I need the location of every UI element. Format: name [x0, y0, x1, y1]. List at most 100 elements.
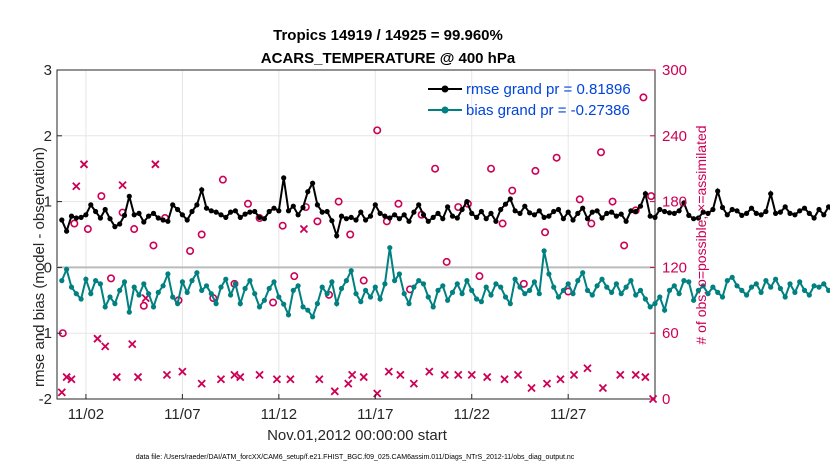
rmse-point	[498, 206, 504, 213]
y-right-tick-label: 120	[662, 259, 687, 276]
rmse-point	[358, 209, 364, 215]
bias-point	[88, 291, 94, 297]
bias-point	[228, 292, 234, 298]
bias-point	[367, 294, 374, 300]
obs-possible-marker	[346, 230, 355, 239]
rmse-point	[305, 189, 311, 195]
rmse-point	[184, 217, 190, 223]
rmse-point	[223, 214, 229, 220]
rmse-point	[502, 201, 509, 207]
obs-possible-marker	[83, 225, 92, 234]
obs-possible-marker	[130, 225, 139, 234]
rmse-point	[584, 216, 591, 222]
obs-possible-marker	[442, 257, 451, 266]
bias-point	[247, 278, 253, 284]
rmse-point	[748, 205, 755, 211]
bias-point	[584, 287, 591, 293]
bias-point	[517, 284, 523, 290]
bias-point	[719, 294, 726, 300]
bias-point	[396, 271, 402, 277]
rmse-point	[228, 209, 234, 215]
rmse-point	[797, 208, 803, 214]
bias-point	[160, 283, 166, 289]
rmse-point	[68, 213, 75, 219]
bias-point	[300, 304, 306, 310]
rmse-point	[724, 212, 730, 218]
bias-point	[821, 281, 827, 287]
bias-point	[64, 266, 70, 272]
obs-assimilated-marker	[162, 370, 172, 380]
bias-point	[773, 276, 779, 282]
bias-point	[792, 289, 798, 295]
rmse-point	[324, 208, 330, 215]
obs-assimilated-marker	[79, 160, 89, 169]
rmse-point	[425, 218, 431, 224]
obs-assimilated-marker	[128, 340, 137, 349]
bias-point	[604, 284, 610, 290]
rmse-point	[546, 213, 552, 219]
rmse-point	[64, 228, 70, 234]
obs-possible-marker	[552, 153, 561, 162]
obs-assimilated-marker	[178, 367, 187, 376]
x-axis-ticks: 11/02 11/07 11/12 11/17 11/22 11/27	[68, 394, 586, 423]
obs-possible-marker	[70, 219, 79, 228]
obs-assimilated-marker	[236, 372, 245, 382]
rmse-point	[493, 218, 499, 224]
bias-point	[416, 278, 422, 284]
rmse-point	[203, 205, 210, 211]
rmse-point	[565, 209, 571, 215]
bias-point	[758, 289, 764, 295]
bias-point	[199, 287, 205, 293]
obs-assimilated-marker	[454, 370, 463, 380]
bias-point	[474, 296, 480, 302]
bias-point	[68, 284, 75, 290]
rmse-point	[338, 213, 345, 219]
rmse-point	[175, 206, 181, 213]
rmse-point	[777, 209, 784, 215]
obs-assimilated-marker	[93, 334, 102, 343]
rmse-point	[281, 175, 287, 181]
rmse-point	[691, 216, 697, 222]
bias-point	[589, 292, 595, 298]
rmse-point	[642, 191, 649, 197]
bias-point	[319, 284, 325, 290]
rmse-point	[88, 202, 94, 208]
rmse-point	[435, 210, 441, 216]
obs-possible-marker	[373, 126, 382, 135]
y-left-tick-label: 0	[44, 259, 52, 276]
y-left-tick-label: -1	[39, 325, 52, 342]
bias-point	[797, 279, 803, 285]
obs-possible-marker	[278, 221, 287, 230]
rmse-point	[517, 210, 523, 216]
obs-possible-marker	[498, 219, 507, 228]
rmse-point	[112, 224, 118, 230]
obs-possible-marker	[290, 272, 299, 281]
rmse-point	[657, 206, 663, 213]
rmse-point	[637, 203, 644, 209]
bias-point	[372, 284, 378, 290]
obs-possible-marker	[218, 175, 227, 184]
obs-assimilated-marker	[556, 375, 565, 384]
x-tick-label: 11/12	[261, 406, 297, 423]
rmse-point	[570, 217, 576, 223]
x-tick-label: 11/22	[454, 406, 490, 423]
rmse-point	[555, 206, 562, 213]
rmse-point	[93, 208, 99, 215]
obs-possible-marker	[334, 197, 343, 206]
bias-point	[628, 278, 634, 284]
rmse-point	[744, 210, 750, 216]
bias-point	[242, 285, 248, 292]
rmse-point	[155, 215, 161, 221]
rmse-point	[261, 216, 267, 222]
bias-point	[310, 314, 316, 320]
obs-assimilated-marker	[255, 370, 264, 380]
rmse-point	[401, 212, 407, 218]
bias-point	[146, 291, 152, 297]
obs-assimilated-marker	[112, 372, 121, 382]
rmse-point	[319, 209, 325, 215]
grid-lines	[57, 69, 655, 400]
bias-point	[324, 291, 330, 297]
legend: rmse grand pr = 0.81896 bias grand pr = …	[428, 81, 631, 119]
obs-assimilated-marker	[467, 370, 476, 380]
